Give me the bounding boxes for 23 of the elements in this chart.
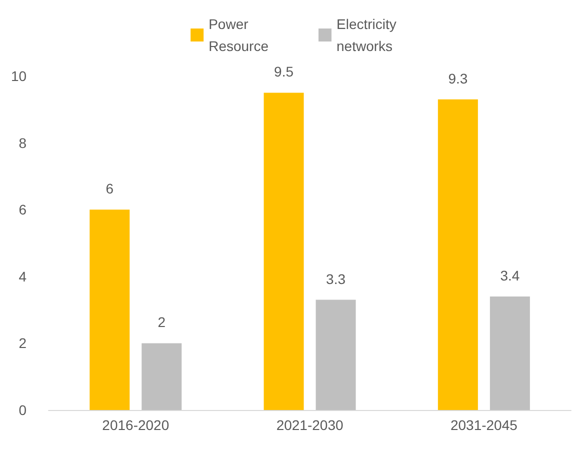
y-tick-label: 0 [18,402,27,418]
y-tick-label: 6 [18,202,27,218]
data-label: 6 [106,180,114,197]
bar [264,92,304,410]
data-label: 9.5 [274,64,294,80]
bar [316,300,356,410]
data-label: 2 [158,314,166,330]
bar [90,210,130,410]
bar [490,296,530,410]
y-tick-label: 10 [10,68,27,84]
data-label: 3.4 [500,267,520,284]
legend-label: Electricity networks [336,16,396,54]
bar [438,99,478,410]
y-tick-label: 8 [18,134,27,151]
x-tick-label: 2031-2045 [450,417,518,433]
y-tick-label: 4 [18,268,27,284]
data-label: 3.3 [326,270,346,287]
bar [142,343,182,410]
legend-label: Power Resource [208,16,269,54]
y-tick-label: 2 [18,335,27,352]
x-tick-label: 2021-2030 [276,417,344,433]
data-label: 9.3 [448,70,468,86]
x-tick-label: 2016-2020 [102,417,170,433]
